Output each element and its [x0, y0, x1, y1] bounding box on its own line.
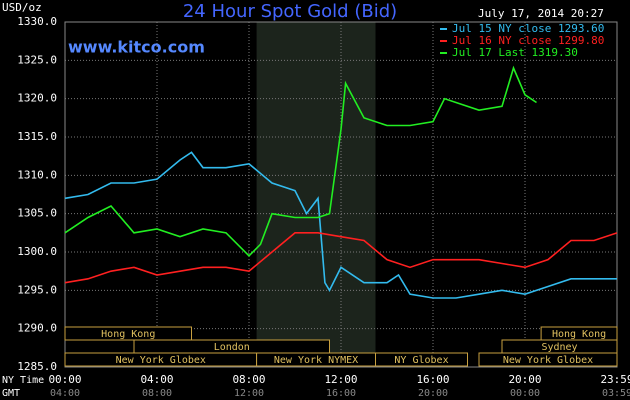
- session-label: New York NYMEX: [274, 355, 358, 366]
- x-tick-label: 16:00: [416, 373, 449, 386]
- y-tick-label: 1295.0: [17, 283, 57, 296]
- session-label: New York Globex: [503, 355, 593, 366]
- watermark: www.kitco.com: [68, 38, 205, 57]
- x-tick-label: 20:00: [508, 373, 541, 386]
- session-label: Hong Kong: [552, 329, 606, 340]
- chart-title: 24 Hour Spot Gold (Bid): [183, 1, 397, 22]
- x-tick-label: 08:00: [232, 373, 265, 386]
- session-label: NY Globex: [394, 355, 448, 366]
- session-label: New York Globex: [116, 355, 206, 366]
- x2-tick-label: 12:00: [234, 388, 264, 399]
- session-label: Hong Kong: [101, 329, 155, 340]
- y-tick-label: 1325.0: [17, 53, 57, 66]
- y-tick-label: 1285.0: [17, 360, 57, 373]
- x2-tick-label: 20:00: [418, 388, 448, 399]
- y-tick-label: 1305.0: [17, 207, 57, 220]
- session-bar: [64, 326, 192, 341]
- plot-frame: [64, 21, 618, 368]
- x-tick-label: 23:59: [600, 373, 630, 386]
- y-tick-label: 1330.0: [17, 15, 57, 28]
- y-tick-label: 1315.0: [17, 130, 57, 143]
- legend-label: Jul 16 NY close 1299.80: [452, 34, 604, 47]
- session-bar: [478, 352, 618, 367]
- session-label: London: [214, 342, 250, 353]
- legend-label: Jul 15 NY close 1293.60: [452, 22, 604, 35]
- x2-label: GMT: [2, 388, 20, 399]
- y-tick-label: 1300.0: [17, 245, 57, 258]
- x2-tick-label: 08:00: [142, 388, 172, 399]
- x-tick-label: 00:00: [48, 373, 81, 386]
- x2-tick-label: 16:00: [326, 388, 356, 399]
- x2-tick-label: 04:00: [50, 388, 80, 399]
- series-line: [64, 151, 617, 299]
- x2-tick-label: 03:59: [602, 388, 630, 399]
- y-tick-label: 1320.0: [17, 92, 57, 105]
- session-bar: [375, 352, 468, 367]
- x-tick-label: 04:00: [140, 373, 173, 386]
- x-tick-label: 12:00: [324, 373, 357, 386]
- y-tick-label: 1310.0: [17, 168, 57, 181]
- date-label: July 17, 2014 20:27: [478, 7, 604, 20]
- x2-tick-label: 00:00: [510, 388, 540, 399]
- legend-label: Jul 17 Last 1319.30: [452, 46, 578, 59]
- y-tick-label: 1290.0: [17, 322, 57, 335]
- shaded-band: [256, 22, 376, 367]
- x-label: NY Time: [2, 375, 44, 386]
- session-label: Sydney: [541, 342, 577, 353]
- series-line: [64, 232, 618, 284]
- series-line: [64, 65, 537, 257]
- y-label: USD/oz: [2, 1, 42, 14]
